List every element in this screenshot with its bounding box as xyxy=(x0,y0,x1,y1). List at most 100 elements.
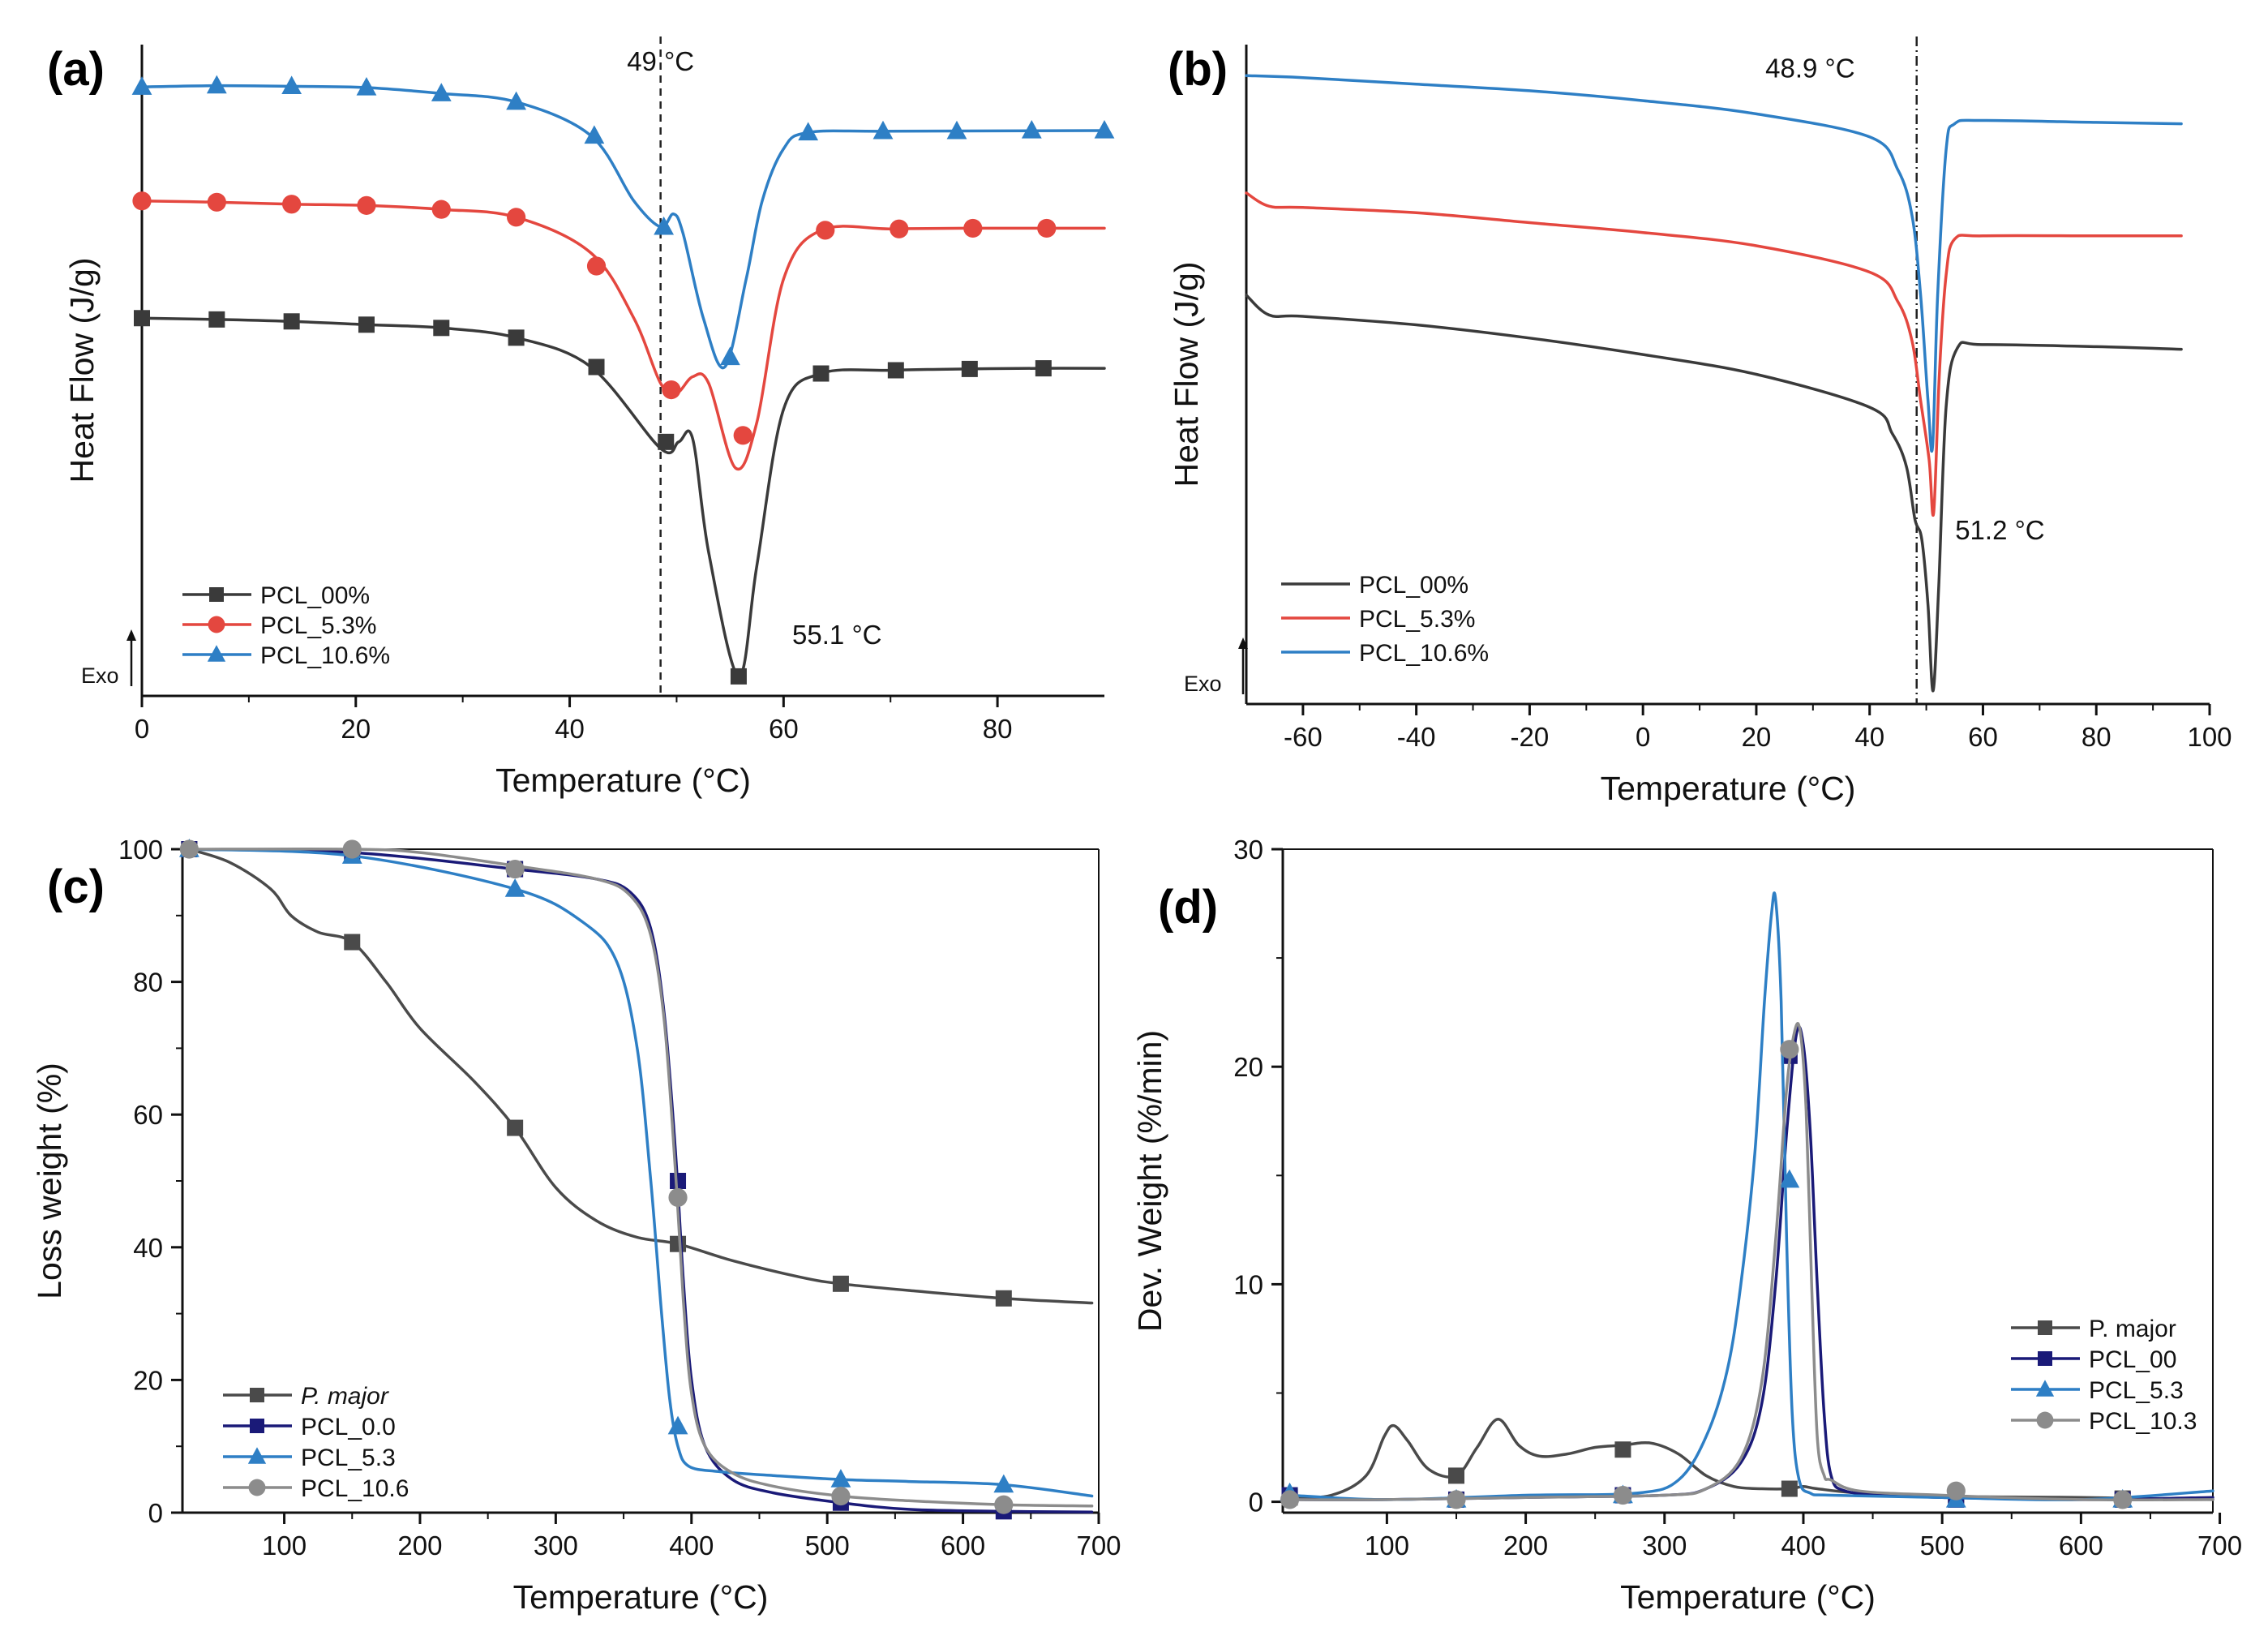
x-tick-label: 400 xyxy=(1781,1531,1825,1561)
legend: P. major PCL_0.0 PCL_5.3 PCL_10.6 xyxy=(223,1383,409,1502)
y-axis-label: Dev. Weight (%/min) xyxy=(1131,1030,1168,1332)
annotation: 51.2 °C xyxy=(1955,515,2044,545)
data-point xyxy=(504,878,525,897)
data-point xyxy=(1094,119,1115,139)
y-tick-label: 0 xyxy=(1249,1488,1263,1518)
x-tick-label: -20 xyxy=(1511,722,1550,752)
data-point xyxy=(1779,1169,1800,1188)
exo-arrow-head xyxy=(1238,638,1248,649)
x-axis-label: Temperature (°C) xyxy=(495,762,751,799)
x-tick-label: 200 xyxy=(397,1531,442,1561)
legend-label: PCL_10.6% xyxy=(1359,640,1489,667)
x-tick-label: 200 xyxy=(1503,1531,1548,1561)
data-point xyxy=(2113,1490,2133,1509)
x-tick-label: 700 xyxy=(1076,1531,1121,1561)
legend-marker xyxy=(250,1419,264,1433)
data-point xyxy=(816,221,835,240)
series-pcl-00 xyxy=(1281,1025,2214,1508)
data-point xyxy=(505,859,525,879)
legend-label: PCL_10.3 xyxy=(2089,1408,2197,1435)
data-point xyxy=(588,358,605,376)
data-point xyxy=(658,433,675,450)
data-point xyxy=(433,320,450,337)
x-tick-label: 40 xyxy=(555,714,585,744)
data-point xyxy=(206,75,227,94)
legend-label: PCL_00% xyxy=(260,582,370,609)
data-point xyxy=(357,195,376,215)
panel-b: (b) -60 -40 -20 0 20 40 60 80 100 Temperature (°C)… xyxy=(1168,36,2232,807)
data-point xyxy=(1614,1441,1631,1458)
data-point xyxy=(832,1275,849,1292)
y-tick-label: 40 xyxy=(133,1233,163,1263)
y-tick-label: 20 xyxy=(133,1365,163,1395)
data-point xyxy=(281,75,302,95)
legend-label: PCL_00 xyxy=(2089,1346,2176,1373)
legend-label: PCL_10.6 xyxy=(301,1475,409,1502)
data-point xyxy=(670,1173,687,1189)
y-tick-label: 60 xyxy=(133,1100,163,1130)
annotation: 55.1 °C xyxy=(792,620,881,650)
x-tick-label: -40 xyxy=(1397,722,1436,752)
series-pcl-5-3- xyxy=(1245,191,2183,517)
data-point xyxy=(668,1187,688,1208)
data-point xyxy=(719,346,740,366)
data-point xyxy=(1781,1480,1798,1497)
x-tick-label: 500 xyxy=(1920,1531,1965,1561)
series-pcl-00- xyxy=(1245,294,2183,693)
data-point xyxy=(946,120,967,140)
series-line xyxy=(1288,891,2214,1501)
data-point xyxy=(830,1469,851,1488)
data-point xyxy=(342,839,362,859)
panel-label: (d) xyxy=(1158,881,1218,934)
series-line xyxy=(187,848,1094,1305)
panel-label: (a) xyxy=(47,43,105,96)
data-point xyxy=(798,122,819,141)
data-point xyxy=(208,311,225,328)
legend-marker xyxy=(2036,1411,2054,1429)
data-point xyxy=(993,1474,1014,1493)
legend-marker xyxy=(247,1447,267,1464)
data-point xyxy=(507,1119,524,1136)
data-point xyxy=(282,195,302,214)
x-tick-label: 300 xyxy=(534,1531,578,1561)
series-line xyxy=(1288,1022,2214,1502)
legend-marker xyxy=(2038,1320,2052,1335)
series-line xyxy=(1245,191,2183,517)
exo-label: Exo xyxy=(1184,672,1222,696)
data-point xyxy=(344,934,361,951)
series-pcl-10-3 xyxy=(1280,1022,2214,1509)
data-point xyxy=(963,218,983,238)
series-line xyxy=(187,848,1094,1513)
legend-label: P. major xyxy=(2089,1316,2176,1342)
x-tick-label: 20 xyxy=(341,714,371,744)
series-p-major xyxy=(181,841,1094,1307)
series-pcl-10-6 xyxy=(179,839,1094,1514)
x-tick-label: -60 xyxy=(1284,722,1323,752)
panel-label: (b) xyxy=(1168,43,1228,96)
data-point xyxy=(431,200,451,219)
series-line xyxy=(187,847,1094,1508)
legend-label: PCL_00% xyxy=(1359,572,1468,599)
x-axis-label: Temperature (°C) xyxy=(513,1578,769,1616)
data-point xyxy=(507,208,526,227)
panel-d: (d) 100 200 300 400 500 600 700 0 10 20 30 Temperatu… xyxy=(1131,835,2242,1616)
legend-marker xyxy=(250,1388,264,1402)
exo-label: Exo xyxy=(81,663,119,688)
data-point xyxy=(584,125,605,144)
y-tick-label: 80 xyxy=(133,968,163,998)
y-tick-label: 10 xyxy=(1233,1269,1263,1299)
data-point xyxy=(831,1486,851,1506)
legend-label: P. major xyxy=(301,1383,389,1410)
data-point xyxy=(812,365,830,382)
x-tick-label: 500 xyxy=(805,1531,850,1561)
data-point xyxy=(667,1415,688,1435)
data-point xyxy=(995,1290,1012,1307)
series-pcl-10-6- xyxy=(131,75,1115,370)
legend: PCL_00% PCL_5.3% PCL_10.6% xyxy=(182,582,390,669)
data-point xyxy=(1037,218,1057,238)
data-point xyxy=(508,329,525,346)
x-tick-label: 0 xyxy=(1636,722,1650,752)
data-point xyxy=(586,256,607,276)
data-point xyxy=(179,839,199,859)
legend-marker xyxy=(2038,1351,2052,1366)
